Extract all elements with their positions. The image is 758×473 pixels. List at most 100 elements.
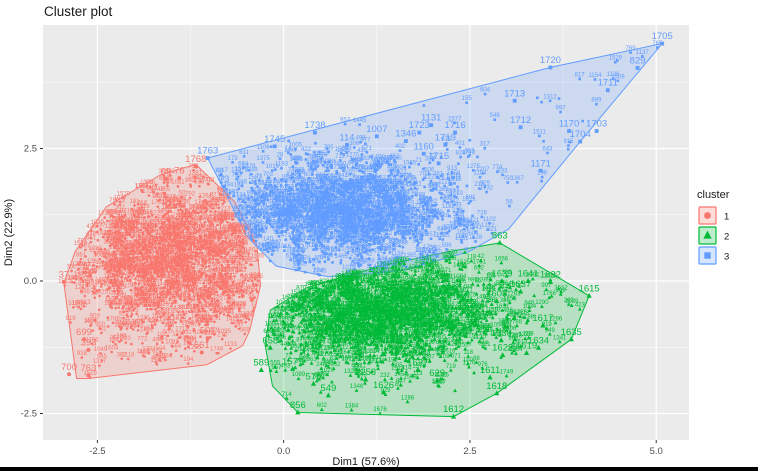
svg-text:929: 929 xyxy=(480,181,491,187)
point-label-1703: 1703 xyxy=(586,119,607,130)
svg-text:688: 688 xyxy=(111,237,122,243)
svg-text:1663: 1663 xyxy=(146,278,160,284)
svg-text:1749: 1749 xyxy=(181,321,195,327)
svg-text:1684: 1684 xyxy=(358,194,372,200)
svg-text:195: 195 xyxy=(143,225,154,231)
svg-text:769: 769 xyxy=(626,46,637,52)
svg-text:653: 653 xyxy=(309,259,320,265)
svg-text:1048: 1048 xyxy=(104,253,118,259)
svg-text:179: 179 xyxy=(171,295,182,301)
svg-text:1375: 1375 xyxy=(256,156,270,162)
svg-text:966: 966 xyxy=(312,160,323,166)
svg-text:471: 471 xyxy=(281,233,292,239)
svg-text:1133: 1133 xyxy=(224,342,238,348)
legend-title: cluster xyxy=(697,189,730,201)
point-label-501: 501 xyxy=(200,326,216,337)
svg-text:514: 514 xyxy=(111,302,122,308)
svg-text:955: 955 xyxy=(144,274,155,280)
svg-text:513: 513 xyxy=(115,198,126,204)
svg-text:474: 474 xyxy=(115,320,126,326)
chart-title: Cluster plot xyxy=(44,4,112,19)
svg-text:685: 685 xyxy=(163,176,174,182)
svg-text:1070: 1070 xyxy=(183,284,197,290)
point-label-1641: 1641 xyxy=(517,268,538,279)
svg-text:185: 185 xyxy=(369,227,380,233)
point-label-1007: 1007 xyxy=(366,124,387,135)
svg-text:12: 12 xyxy=(251,301,258,307)
point-label-1169: 1169 xyxy=(440,172,460,183)
svg-text:247: 247 xyxy=(234,322,245,328)
svg-text:1553: 1553 xyxy=(320,186,334,192)
svg-text:317: 317 xyxy=(480,142,491,148)
y-tick-label: 2.5 xyxy=(24,143,37,154)
svg-text:1477: 1477 xyxy=(207,252,221,258)
svg-text:102: 102 xyxy=(157,332,168,338)
svg-text:750: 750 xyxy=(503,176,514,182)
svg-text:1573: 1573 xyxy=(125,308,139,314)
svg-text:630: 630 xyxy=(183,336,194,342)
svg-text:1749: 1749 xyxy=(500,369,514,375)
svg-text:548: 548 xyxy=(383,199,394,205)
svg-text:1321: 1321 xyxy=(466,218,480,224)
point-label-1612: 1612 xyxy=(443,404,464,415)
point-label-589: 589 xyxy=(253,358,269,369)
legend-label-3: 3 xyxy=(724,252,729,263)
svg-text:1726: 1726 xyxy=(193,212,207,218)
point-label-1346: 1346 xyxy=(395,129,416,140)
svg-text:1579: 1579 xyxy=(117,191,131,197)
point-label-1618: 1618 xyxy=(486,381,507,392)
svg-text:1484: 1484 xyxy=(133,202,147,208)
svg-text:1159: 1159 xyxy=(137,349,151,355)
point-label-699: 699 xyxy=(76,327,92,338)
svg-text:997: 997 xyxy=(556,106,567,112)
svg-text:204: 204 xyxy=(313,268,324,274)
point-label-1637: 1637 xyxy=(510,279,531,290)
svg-text:1065: 1065 xyxy=(403,161,417,167)
svg-text:527: 527 xyxy=(120,221,131,227)
svg-text:269: 269 xyxy=(417,229,428,235)
svg-text:1291: 1291 xyxy=(319,231,333,237)
svg-text:504: 504 xyxy=(156,346,167,352)
svg-text:1061: 1061 xyxy=(171,180,185,186)
svg-text:660: 660 xyxy=(173,281,184,287)
svg-text:109: 109 xyxy=(91,266,102,272)
svg-text:851: 851 xyxy=(190,272,201,278)
svg-text:348: 348 xyxy=(221,284,232,290)
point-label-700: 700 xyxy=(61,362,77,373)
svg-text:1343: 1343 xyxy=(395,195,409,201)
svg-text:1082: 1082 xyxy=(309,239,323,245)
point-label-1160: 1160 xyxy=(414,141,434,152)
svg-text:28: 28 xyxy=(277,152,284,158)
svg-text:1239: 1239 xyxy=(224,240,238,246)
svg-text:56: 56 xyxy=(506,200,513,206)
svg-text:1160: 1160 xyxy=(240,211,254,217)
svg-text:867: 867 xyxy=(80,243,91,249)
svg-text:1425: 1425 xyxy=(226,317,240,323)
svg-text:333: 333 xyxy=(342,146,353,152)
svg-text:719: 719 xyxy=(446,364,457,370)
svg-text:56: 56 xyxy=(209,276,216,282)
svg-text:945: 945 xyxy=(145,181,156,187)
svg-text:863: 863 xyxy=(303,216,314,222)
cluster-3-points: 1120836174712728061111714117432711051735… xyxy=(215,41,663,277)
svg-text:1631: 1631 xyxy=(127,229,141,235)
point-label-1711: 1711 xyxy=(598,78,618,89)
svg-text:402: 402 xyxy=(395,144,406,150)
svg-text:323: 323 xyxy=(267,206,278,212)
point-label-1719: 1719 xyxy=(435,132,456,143)
svg-text:584: 584 xyxy=(371,175,382,181)
svg-text:1625: 1625 xyxy=(462,197,476,203)
point-label-1720: 1720 xyxy=(540,55,561,66)
svg-text:1448: 1448 xyxy=(289,157,303,163)
point-label-114: 114 xyxy=(339,132,354,143)
svg-text:545: 545 xyxy=(164,222,175,228)
point-label-1622: 1622 xyxy=(492,343,513,354)
point-label-1705: 1705 xyxy=(652,31,673,42)
point-label-1745: 1745 xyxy=(264,134,285,145)
svg-text:604: 604 xyxy=(480,88,491,94)
svg-text:755: 755 xyxy=(160,187,171,193)
point-label-393: 393 xyxy=(81,337,97,348)
svg-text:1083: 1083 xyxy=(163,226,177,232)
svg-text:60: 60 xyxy=(124,296,131,302)
point-label-1634: 1634 xyxy=(528,335,549,346)
